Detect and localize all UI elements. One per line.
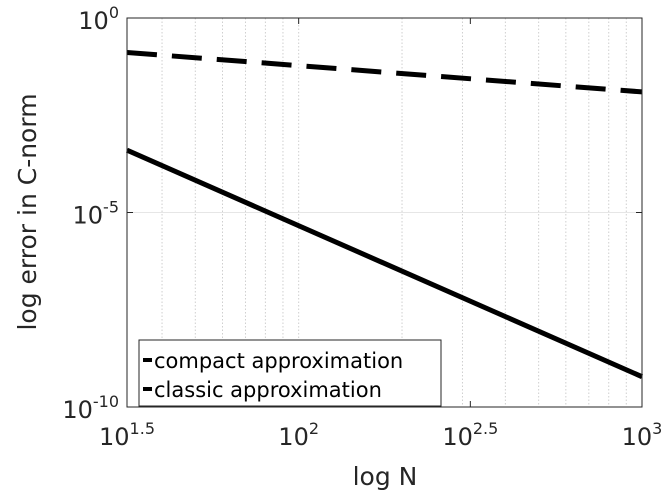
legend-label-compact: compact approximation <box>154 349 403 373</box>
x-tick-label: 102.5 <box>442 419 498 451</box>
series-line-compact <box>125 147 644 379</box>
legend-box <box>138 339 442 407</box>
x-tick-label: 102 <box>278 419 319 451</box>
x-tick-label: 101.5 <box>99 419 155 451</box>
y-tick-label: 100 <box>78 3 119 35</box>
y-tick-label: 10-10 <box>62 392 119 424</box>
tick-layer: 101.5 102 102.5 103 100 10-5 10-10 <box>62 3 662 451</box>
series-layer <box>125 50 644 379</box>
grid-layer <box>127 18 642 407</box>
legend: compact approximation classic approximat… <box>138 339 442 407</box>
series-line-classic <box>126 50 643 95</box>
y-tick-label: 10-5 <box>73 198 120 230</box>
x-axis-label: log N <box>353 462 418 491</box>
y-axis-label: log error in C-norm <box>13 93 42 330</box>
x-tick-label: 103 <box>622 419 663 451</box>
legend-label-classic: classic approximation <box>154 378 382 402</box>
